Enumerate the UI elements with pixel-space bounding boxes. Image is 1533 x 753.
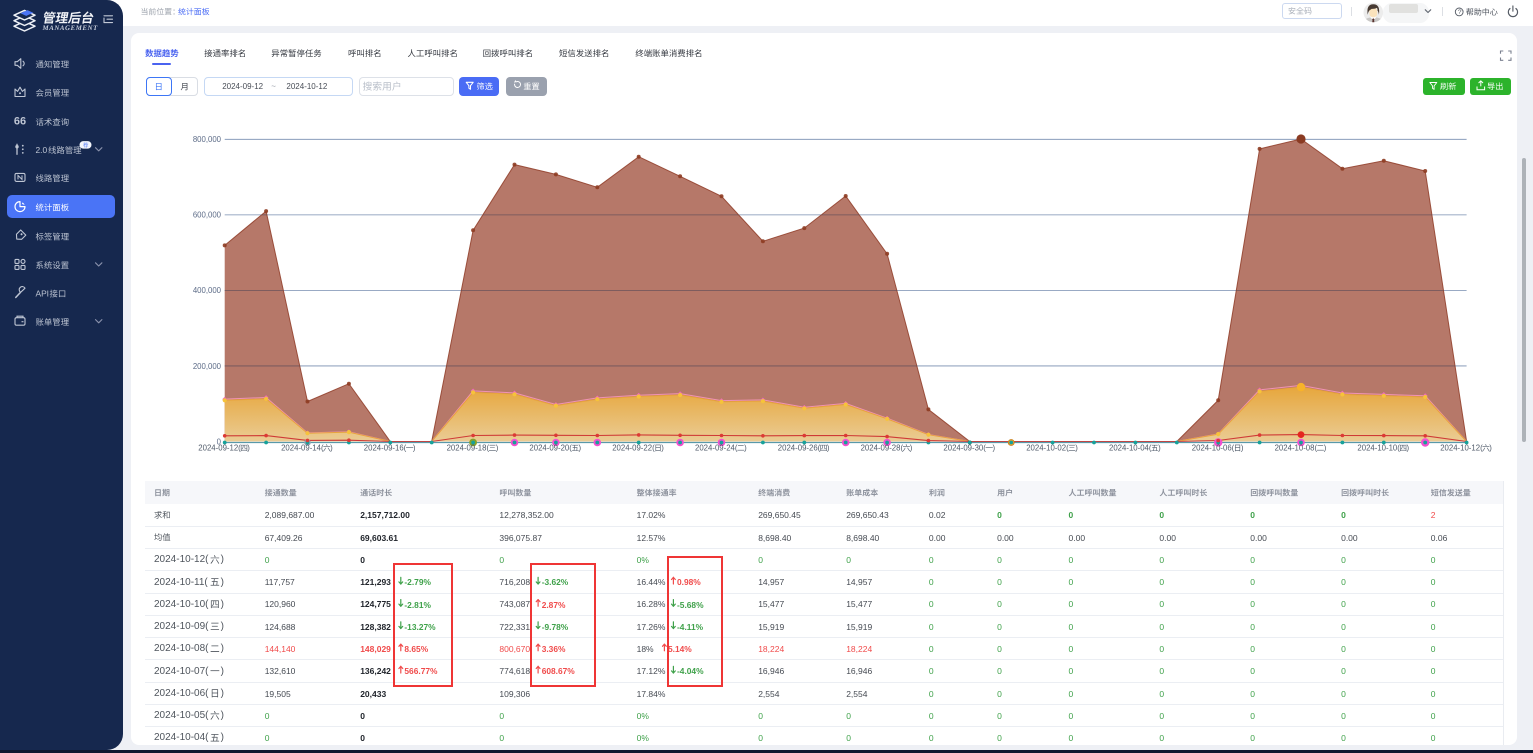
svg-text:): ) xyxy=(1489,444,1492,453)
svg-text:2024-09-26(: 2024-09-26( xyxy=(778,444,821,453)
svg-text:): ) xyxy=(1075,444,1078,453)
svg-text:2024-09-22(: 2024-09-22( xyxy=(612,444,655,453)
svg-text:200,000: 200,000 xyxy=(193,362,222,371)
svg-text:): ) xyxy=(579,444,582,453)
svg-text:2024-10-02(: 2024-10-02( xyxy=(1026,444,1069,453)
svg-text:): ) xyxy=(413,444,416,453)
svg-text:): ) xyxy=(910,444,913,453)
svg-text:): ) xyxy=(1407,444,1410,453)
svg-text:2024-10-04(: 2024-10-04( xyxy=(1109,444,1152,453)
svg-text:2024-09-14(: 2024-09-14( xyxy=(281,444,324,453)
svg-text:): ) xyxy=(496,444,499,453)
svg-text:2024-10-10(: 2024-10-10( xyxy=(1357,444,1400,453)
svg-text:2024-09-12(: 2024-09-12( xyxy=(198,444,241,453)
svg-text:): ) xyxy=(744,444,747,453)
svg-text:): ) xyxy=(1324,444,1327,453)
svg-text:): ) xyxy=(1158,444,1161,453)
svg-text:2024-10-08(: 2024-10-08( xyxy=(1275,444,1318,453)
svg-text:): ) xyxy=(661,444,664,453)
svg-text:): ) xyxy=(993,444,996,453)
svg-text:2024-10-12(: 2024-10-12( xyxy=(1440,444,1483,453)
svg-text:400,000: 400,000 xyxy=(193,286,222,295)
svg-text:2024-09-16(: 2024-09-16( xyxy=(364,444,407,453)
svg-text:2024-09-30(: 2024-09-30( xyxy=(943,444,986,453)
svg-text:): ) xyxy=(1241,444,1244,453)
svg-text:2024-09-20(: 2024-09-20( xyxy=(529,444,572,453)
svg-text:2024-09-24(: 2024-09-24( xyxy=(695,444,738,453)
svg-text:2024-09-18(: 2024-09-18( xyxy=(447,444,490,453)
svg-text:800,000: 800,000 xyxy=(193,135,222,144)
svg-text:): ) xyxy=(247,444,250,453)
svg-text:2024-10-06(: 2024-10-06( xyxy=(1192,444,1235,453)
svg-text:): ) xyxy=(330,444,333,453)
svg-text:0: 0 xyxy=(217,437,222,446)
svg-text:2024-09-28(: 2024-09-28( xyxy=(861,444,904,453)
svg-text:): ) xyxy=(827,444,830,453)
svg-text:600,000: 600,000 xyxy=(193,211,222,220)
